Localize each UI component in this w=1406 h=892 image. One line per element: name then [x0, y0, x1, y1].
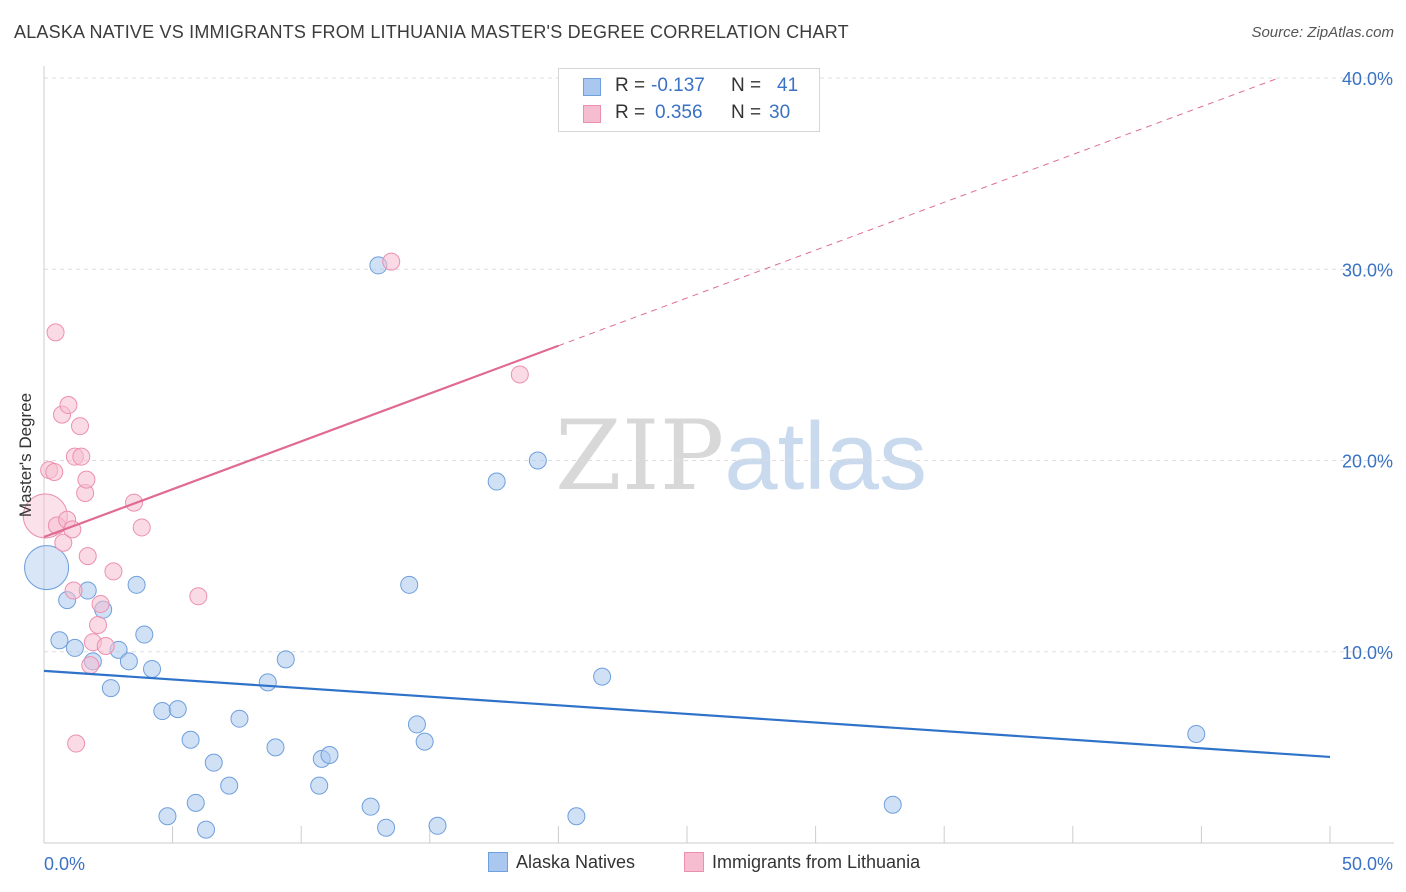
data-point — [77, 470, 96, 489]
data-point — [59, 396, 78, 415]
data-point — [320, 746, 339, 765]
data-point — [71, 417, 90, 436]
data-point — [310, 776, 329, 795]
data-point — [89, 615, 108, 634]
y-tick-label: 20.0% — [1342, 452, 1393, 472]
data-point — [96, 637, 115, 656]
data-point — [1187, 724, 1206, 743]
data-point — [883, 795, 902, 814]
watermark: ZIPatlas — [555, 400, 927, 512]
data-point — [276, 650, 295, 669]
data-point — [78, 547, 97, 566]
data-point — [81, 656, 100, 675]
data-point — [127, 575, 146, 594]
r-label: R = — [615, 102, 646, 123]
data-point — [91, 594, 110, 613]
data-point — [400, 575, 419, 594]
legend-swatch-pink — [684, 852, 704, 872]
n-value: 30 — [769, 102, 791, 123]
data-point — [72, 447, 91, 466]
chart-title: ALASKA NATIVE VS IMMIGRANTS FROM LITHUAN… — [14, 22, 849, 42]
data-point — [64, 581, 83, 600]
legend-label: Immigrants from Lithuania — [712, 852, 921, 872]
data-point — [67, 734, 86, 753]
data-point — [186, 793, 205, 812]
source-label: Source: ZipAtlas.com — [1251, 24, 1394, 41]
data-point — [101, 679, 120, 698]
data-point — [230, 709, 249, 728]
legend-swatch-blue — [488, 852, 508, 872]
data-point — [143, 659, 162, 678]
y-tick-label: 10.0% — [1342, 643, 1393, 663]
data-point — [135, 625, 154, 644]
n-label: N = — [731, 102, 762, 123]
n-label: N = — [731, 75, 762, 96]
x-tick-label: 0.0% — [44, 854, 85, 874]
watermark-atlas: atlas — [724, 403, 927, 510]
watermark-zip: ZIP — [555, 400, 725, 512]
y-tick-label: 40.0% — [1342, 69, 1393, 89]
data-point — [510, 365, 529, 384]
data-point — [54, 533, 73, 552]
data-point — [65, 638, 84, 657]
tick-labels: 10.0% 20.0% 30.0% 40.0% 0.0% 50.0% — [44, 69, 1393, 874]
data-point — [204, 753, 223, 772]
legend-item-immigrants-lithuania: Immigrants from Lithuania — [684, 852, 920, 873]
data-point — [487, 472, 506, 491]
series-alaska-natives — [24, 256, 1206, 839]
r-value: -0.137 — [651, 75, 705, 96]
series-immigrants-lithuania — [22, 252, 529, 753]
data-point — [258, 673, 277, 692]
data-point — [119, 652, 138, 671]
y-axis-label: Master's Degree — [16, 392, 35, 518]
data-point — [50, 631, 69, 650]
data-point — [158, 807, 177, 826]
stats-legend: R = -0.137 N = 41 R = 0.356 N = 30 — [558, 68, 820, 132]
data-point — [197, 820, 216, 839]
data-point — [181, 730, 200, 749]
data-point — [361, 797, 380, 816]
data-point — [132, 518, 151, 537]
data-point — [46, 323, 65, 342]
data-point — [415, 732, 434, 751]
data-point — [266, 738, 285, 757]
legend-swatch-blue — [583, 78, 601, 96]
r-value: 0.356 — [655, 102, 703, 123]
data-point — [407, 715, 426, 734]
trend-line-dashed — [558, 77, 1279, 347]
legend-item-alaska-natives: Alaska Natives — [488, 852, 635, 873]
data-point — [567, 807, 586, 826]
legend-label: Alaska Natives — [516, 852, 636, 872]
data-point — [382, 252, 401, 271]
n-value: 41 — [777, 75, 799, 96]
data-point — [24, 545, 70, 591]
trend-line-solid — [43, 344, 559, 539]
data-point — [168, 700, 187, 719]
data-point — [45, 462, 64, 481]
axes — [43, 66, 1394, 844]
y-tick-label: 30.0% — [1342, 260, 1393, 280]
grid-lines — [44, 77, 1394, 653]
data-point — [428, 816, 447, 835]
data-point — [593, 667, 612, 686]
trend-line — [43, 669, 1331, 759]
legend-swatch-pink — [583, 105, 601, 123]
data-point — [153, 702, 172, 721]
data-point — [220, 776, 239, 795]
data-point — [528, 451, 547, 470]
data-point — [377, 818, 396, 837]
x-tick-label: 50.0% — [1342, 854, 1393, 874]
data-point — [189, 587, 208, 606]
trend-lines — [43, 77, 1331, 759]
r-label: R = — [615, 75, 646, 96]
data-point — [104, 562, 123, 581]
